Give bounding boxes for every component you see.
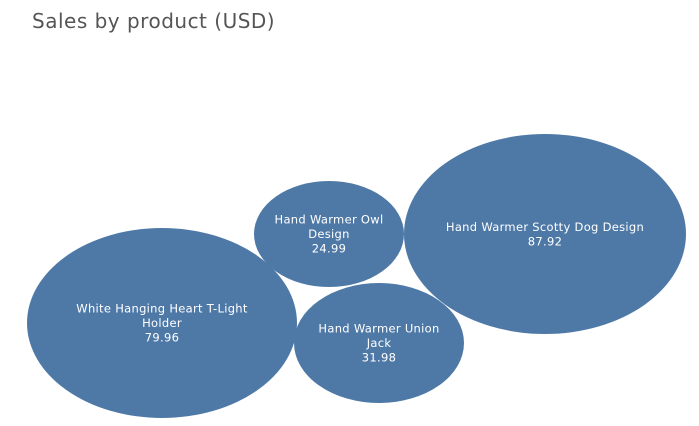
bubble-name-label: Hand Warmer Owl bbox=[275, 213, 384, 227]
bubble-name-label: White Hanging Heart T-Light bbox=[76, 302, 248, 316]
bubble-name-label: Design bbox=[308, 227, 350, 241]
chart-title: Sales by product (USD) bbox=[32, 9, 276, 33]
bubble-mark[interactable] bbox=[294, 283, 464, 403]
bubble-mark[interactable] bbox=[27, 228, 297, 418]
bubble-value-label: 87.92 bbox=[528, 234, 562, 248]
bubble-name-label: Jack bbox=[366, 336, 392, 350]
bubble-name-label: Holder bbox=[142, 316, 182, 330]
bubble-name-label: Hand Warmer Scotty Dog Design bbox=[446, 220, 644, 234]
bubble-value-label: 31.98 bbox=[362, 351, 396, 365]
bubble-value-label: 24.99 bbox=[312, 242, 346, 256]
bubble-mark[interactable] bbox=[404, 134, 686, 334]
bubble-value-label: 79.96 bbox=[145, 331, 179, 345]
bubble-mark[interactable] bbox=[254, 181, 404, 287]
bubble-name-label: Hand Warmer Union bbox=[318, 322, 439, 336]
